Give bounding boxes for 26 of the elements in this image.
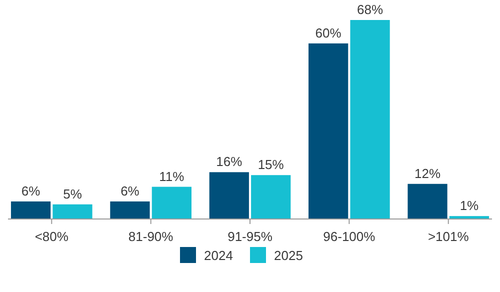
bar [10,201,51,219]
data-label: 1% [460,198,480,214]
data-label: 68% [357,2,384,17]
bar [408,184,448,219]
data-label: 6% [21,183,41,198]
x-tick-label: 81-90% [128,229,174,244]
bar [209,172,249,219]
bar [110,201,150,219]
bar [308,43,348,219]
data-label: 5% [63,186,82,202]
data-label: 15% [258,157,284,172]
bar [251,175,291,219]
x-tick-label: >101% [428,229,470,244]
data-label: 6% [120,183,140,198]
bar [152,186,192,219]
x-tick-label: 91-95% [228,229,273,244]
x-tick-label: <80% [34,229,69,244]
x-tick-label: 96-100% [323,229,376,244]
legend-label: 2024 [204,248,233,263]
legend-label: 2025 [274,248,303,263]
bar [52,204,92,219]
data-label: 12% [414,166,441,181]
data-label: 11% [159,168,185,184]
data-label: 16% [216,154,243,170]
bar [350,20,390,219]
data-label: 60% [315,25,342,40]
